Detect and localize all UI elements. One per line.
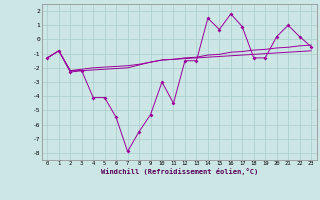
X-axis label: Windchill (Refroidissement éolien,°C): Windchill (Refroidissement éolien,°C) <box>100 168 258 175</box>
